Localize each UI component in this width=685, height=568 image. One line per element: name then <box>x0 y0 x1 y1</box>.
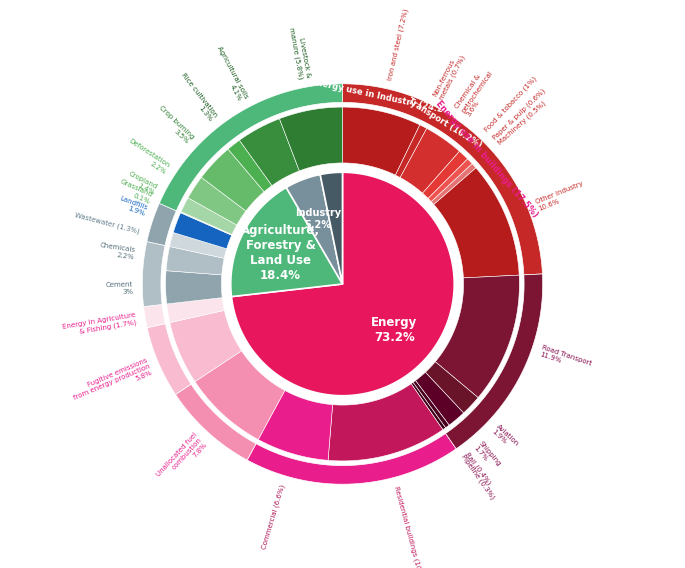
Polygon shape <box>181 198 237 235</box>
Polygon shape <box>328 384 443 461</box>
Text: Other industry
10.6%: Other industry 10.6% <box>534 181 586 212</box>
Text: Paper & pulp (0.6%): Paper & pulp (0.6%) <box>491 87 547 141</box>
Polygon shape <box>142 241 165 307</box>
Text: Cropland
1.4%: Cropland 1.4% <box>125 170 158 196</box>
Polygon shape <box>166 271 222 304</box>
Polygon shape <box>247 433 456 484</box>
Text: Landfills
1.9%: Landfills 1.9% <box>116 195 149 218</box>
Polygon shape <box>160 84 342 211</box>
Polygon shape <box>166 298 225 323</box>
Polygon shape <box>231 187 342 296</box>
Text: Rice cultivation
1.3%: Rice cultivation 1.3% <box>175 72 219 123</box>
Polygon shape <box>416 372 464 425</box>
Polygon shape <box>170 232 227 258</box>
Text: Industry
5.2%: Industry 5.2% <box>295 208 341 230</box>
Text: Energy use in Industry (24.2%): Energy use in Industry (24.2%) <box>310 78 456 117</box>
Polygon shape <box>240 119 299 186</box>
Text: Grassland
0.1%: Grassland 0.1% <box>116 179 153 205</box>
Polygon shape <box>423 151 468 198</box>
Text: Transport (16.2%): Transport (16.2%) <box>406 96 483 149</box>
Text: Cement
3%: Cement 3% <box>105 282 133 295</box>
Polygon shape <box>320 172 342 284</box>
Polygon shape <box>435 275 519 398</box>
Text: Energy in Agriculture
& Fishing (1.7%): Energy in Agriculture & Fishing (1.7%) <box>62 312 137 337</box>
Polygon shape <box>279 107 342 171</box>
Text: Residential buildings (10.9%): Residential buildings (10.9%) <box>393 486 426 568</box>
Polygon shape <box>413 381 449 428</box>
Text: Commercial (6.6%): Commercial (6.6%) <box>260 484 286 550</box>
Polygon shape <box>395 125 427 178</box>
Polygon shape <box>428 159 472 202</box>
Text: Chemical &
petrochemical
3.6%: Chemical & petrochemical 3.6% <box>454 65 499 118</box>
Polygon shape <box>144 304 165 328</box>
Text: Iron and steel (7.2%): Iron and steel (7.2%) <box>386 7 409 81</box>
Polygon shape <box>411 382 445 430</box>
Text: Energy use in buildings (17.5%): Energy use in buildings (17.5%) <box>434 99 540 219</box>
Text: Livestock &
manure (5.8%): Livestock & manure (5.8%) <box>288 25 311 79</box>
Polygon shape <box>258 390 333 460</box>
Polygon shape <box>188 177 246 225</box>
Text: Deforestation
2.2%: Deforestation 2.2% <box>124 138 171 175</box>
Text: Agricultural soils
4.1%: Agricultural soils 4.1% <box>210 45 249 103</box>
Text: Agriculture,
Forestry &
Land Use
18.4%: Agriculture, Forestry & Land Use 18.4% <box>241 224 320 282</box>
Text: Wastewater (1.3%): Wastewater (1.3%) <box>74 211 140 235</box>
Polygon shape <box>147 324 191 394</box>
Text: Rail (0.4%): Rail (0.4%) <box>464 451 492 486</box>
Polygon shape <box>147 203 176 245</box>
Polygon shape <box>181 212 232 235</box>
Text: Crop burning
3.5%: Crop burning 3.5% <box>153 104 195 145</box>
Polygon shape <box>434 168 519 278</box>
Text: Non-ferrous
metals (0.7%): Non-ferrous metals (0.7%) <box>432 51 466 101</box>
Text: Road Transport
11.9%: Road Transport 11.9% <box>539 344 593 373</box>
Text: Machinery (0.5%): Machinery (0.5%) <box>496 100 547 147</box>
Text: Unallocated fuel
combustion
7.8%: Unallocated fuel combustion 7.8% <box>155 432 208 487</box>
Text: Shipping
1.7%: Shipping 1.7% <box>473 440 502 471</box>
Polygon shape <box>445 274 543 449</box>
Text: Pipeline (0.3%): Pipeline (0.3%) <box>460 453 496 500</box>
Polygon shape <box>342 84 543 275</box>
Polygon shape <box>175 384 256 460</box>
Polygon shape <box>232 172 454 396</box>
Polygon shape <box>342 107 420 175</box>
Polygon shape <box>286 174 342 284</box>
Polygon shape <box>432 164 476 204</box>
Polygon shape <box>173 213 232 249</box>
Text: Food & tobacco (1%): Food & tobacco (1%) <box>484 76 538 133</box>
Text: Energy
73.2%: Energy 73.2% <box>371 316 417 344</box>
Text: Fugitive emissions
from energy production
5.8%: Fugitive emissions from energy productio… <box>70 357 153 407</box>
Polygon shape <box>170 310 242 382</box>
Polygon shape <box>228 140 272 192</box>
Text: Chemicals
2.2%: Chemicals 2.2% <box>99 242 136 260</box>
Text: Aviation
1.9%: Aviation 1.9% <box>490 423 520 452</box>
Polygon shape <box>195 351 285 440</box>
Polygon shape <box>400 128 460 193</box>
Polygon shape <box>166 247 224 275</box>
Polygon shape <box>425 362 478 413</box>
Polygon shape <box>201 149 264 211</box>
